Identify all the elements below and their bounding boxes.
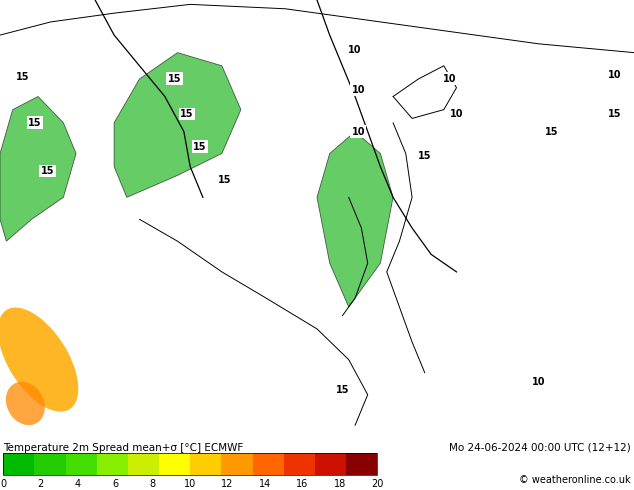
Text: 15: 15 xyxy=(180,109,194,119)
Bar xyxy=(190,453,221,474)
Text: 10: 10 xyxy=(351,126,365,137)
Ellipse shape xyxy=(6,382,45,425)
Text: © weatheronline.co.uk: © weatheronline.co.uk xyxy=(519,475,631,485)
Bar xyxy=(346,453,377,474)
Text: 15: 15 xyxy=(418,151,432,161)
Text: 16: 16 xyxy=(296,479,309,489)
Text: 18: 18 xyxy=(333,479,346,489)
Text: 6: 6 xyxy=(112,479,119,489)
Text: 15: 15 xyxy=(15,72,29,82)
Text: 15: 15 xyxy=(28,118,42,128)
Bar xyxy=(252,453,284,474)
Bar xyxy=(3,453,377,474)
Text: 15: 15 xyxy=(608,109,622,119)
Bar xyxy=(128,453,159,474)
Bar xyxy=(315,453,346,474)
Text: 10: 10 xyxy=(184,479,197,489)
Text: 4: 4 xyxy=(75,479,81,489)
Bar xyxy=(159,453,190,474)
Text: 0: 0 xyxy=(0,479,6,489)
Text: 15: 15 xyxy=(167,74,181,84)
Text: Mo 24-06-2024 00:00 UTC (12+12): Mo 24-06-2024 00:00 UTC (12+12) xyxy=(449,442,631,453)
Polygon shape xyxy=(317,132,393,307)
Text: 2: 2 xyxy=(37,479,44,489)
Text: 10: 10 xyxy=(443,74,457,84)
Ellipse shape xyxy=(0,308,79,412)
Bar xyxy=(65,453,96,474)
Text: 14: 14 xyxy=(259,479,271,489)
Text: 10: 10 xyxy=(532,376,546,387)
Text: 10: 10 xyxy=(450,109,463,119)
Bar xyxy=(3,453,34,474)
Text: 10: 10 xyxy=(348,46,362,55)
Text: 15: 15 xyxy=(545,126,559,137)
Polygon shape xyxy=(114,52,241,197)
Text: 10: 10 xyxy=(608,70,622,79)
Text: 20: 20 xyxy=(371,479,384,489)
Bar xyxy=(96,453,128,474)
Text: 12: 12 xyxy=(221,479,234,489)
Text: 15: 15 xyxy=(41,166,55,176)
Text: Temperature 2m Spread mean+σ [°C] ECMWF: Temperature 2m Spread mean+σ [°C] ECMWF xyxy=(3,442,243,453)
Polygon shape xyxy=(0,97,76,241)
Bar xyxy=(284,453,315,474)
Bar xyxy=(221,453,252,474)
Text: 8: 8 xyxy=(150,479,156,489)
Text: 15: 15 xyxy=(218,175,232,185)
Bar xyxy=(34,453,65,474)
Text: 10: 10 xyxy=(351,85,365,95)
Text: 15: 15 xyxy=(335,385,349,395)
Text: 15: 15 xyxy=(193,142,207,152)
